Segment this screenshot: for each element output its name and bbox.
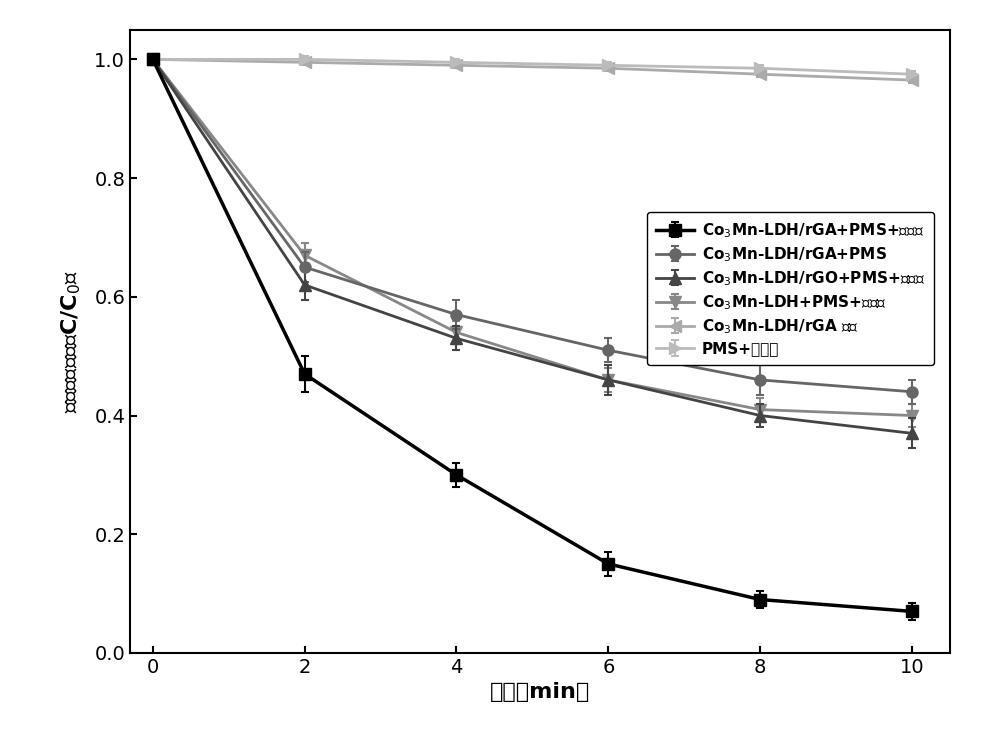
Legend: Co$_3$Mn-LDH/rGA+PMS+可见光, Co$_3$Mn-LDH/rGA+PMS, Co$_3$Mn-LDH/rGO+PMS+可见光, Co$_3$: Co$_3$Mn-LDH/rGA+PMS+可见光, Co$_3$Mn-LDH/r… [647, 211, 934, 365]
X-axis label: 时间（min）: 时间（min） [490, 683, 590, 703]
Y-axis label: 甲硝唑降解率（C/C$_0$）: 甲硝唑降解率（C/C$_0$） [60, 269, 83, 413]
